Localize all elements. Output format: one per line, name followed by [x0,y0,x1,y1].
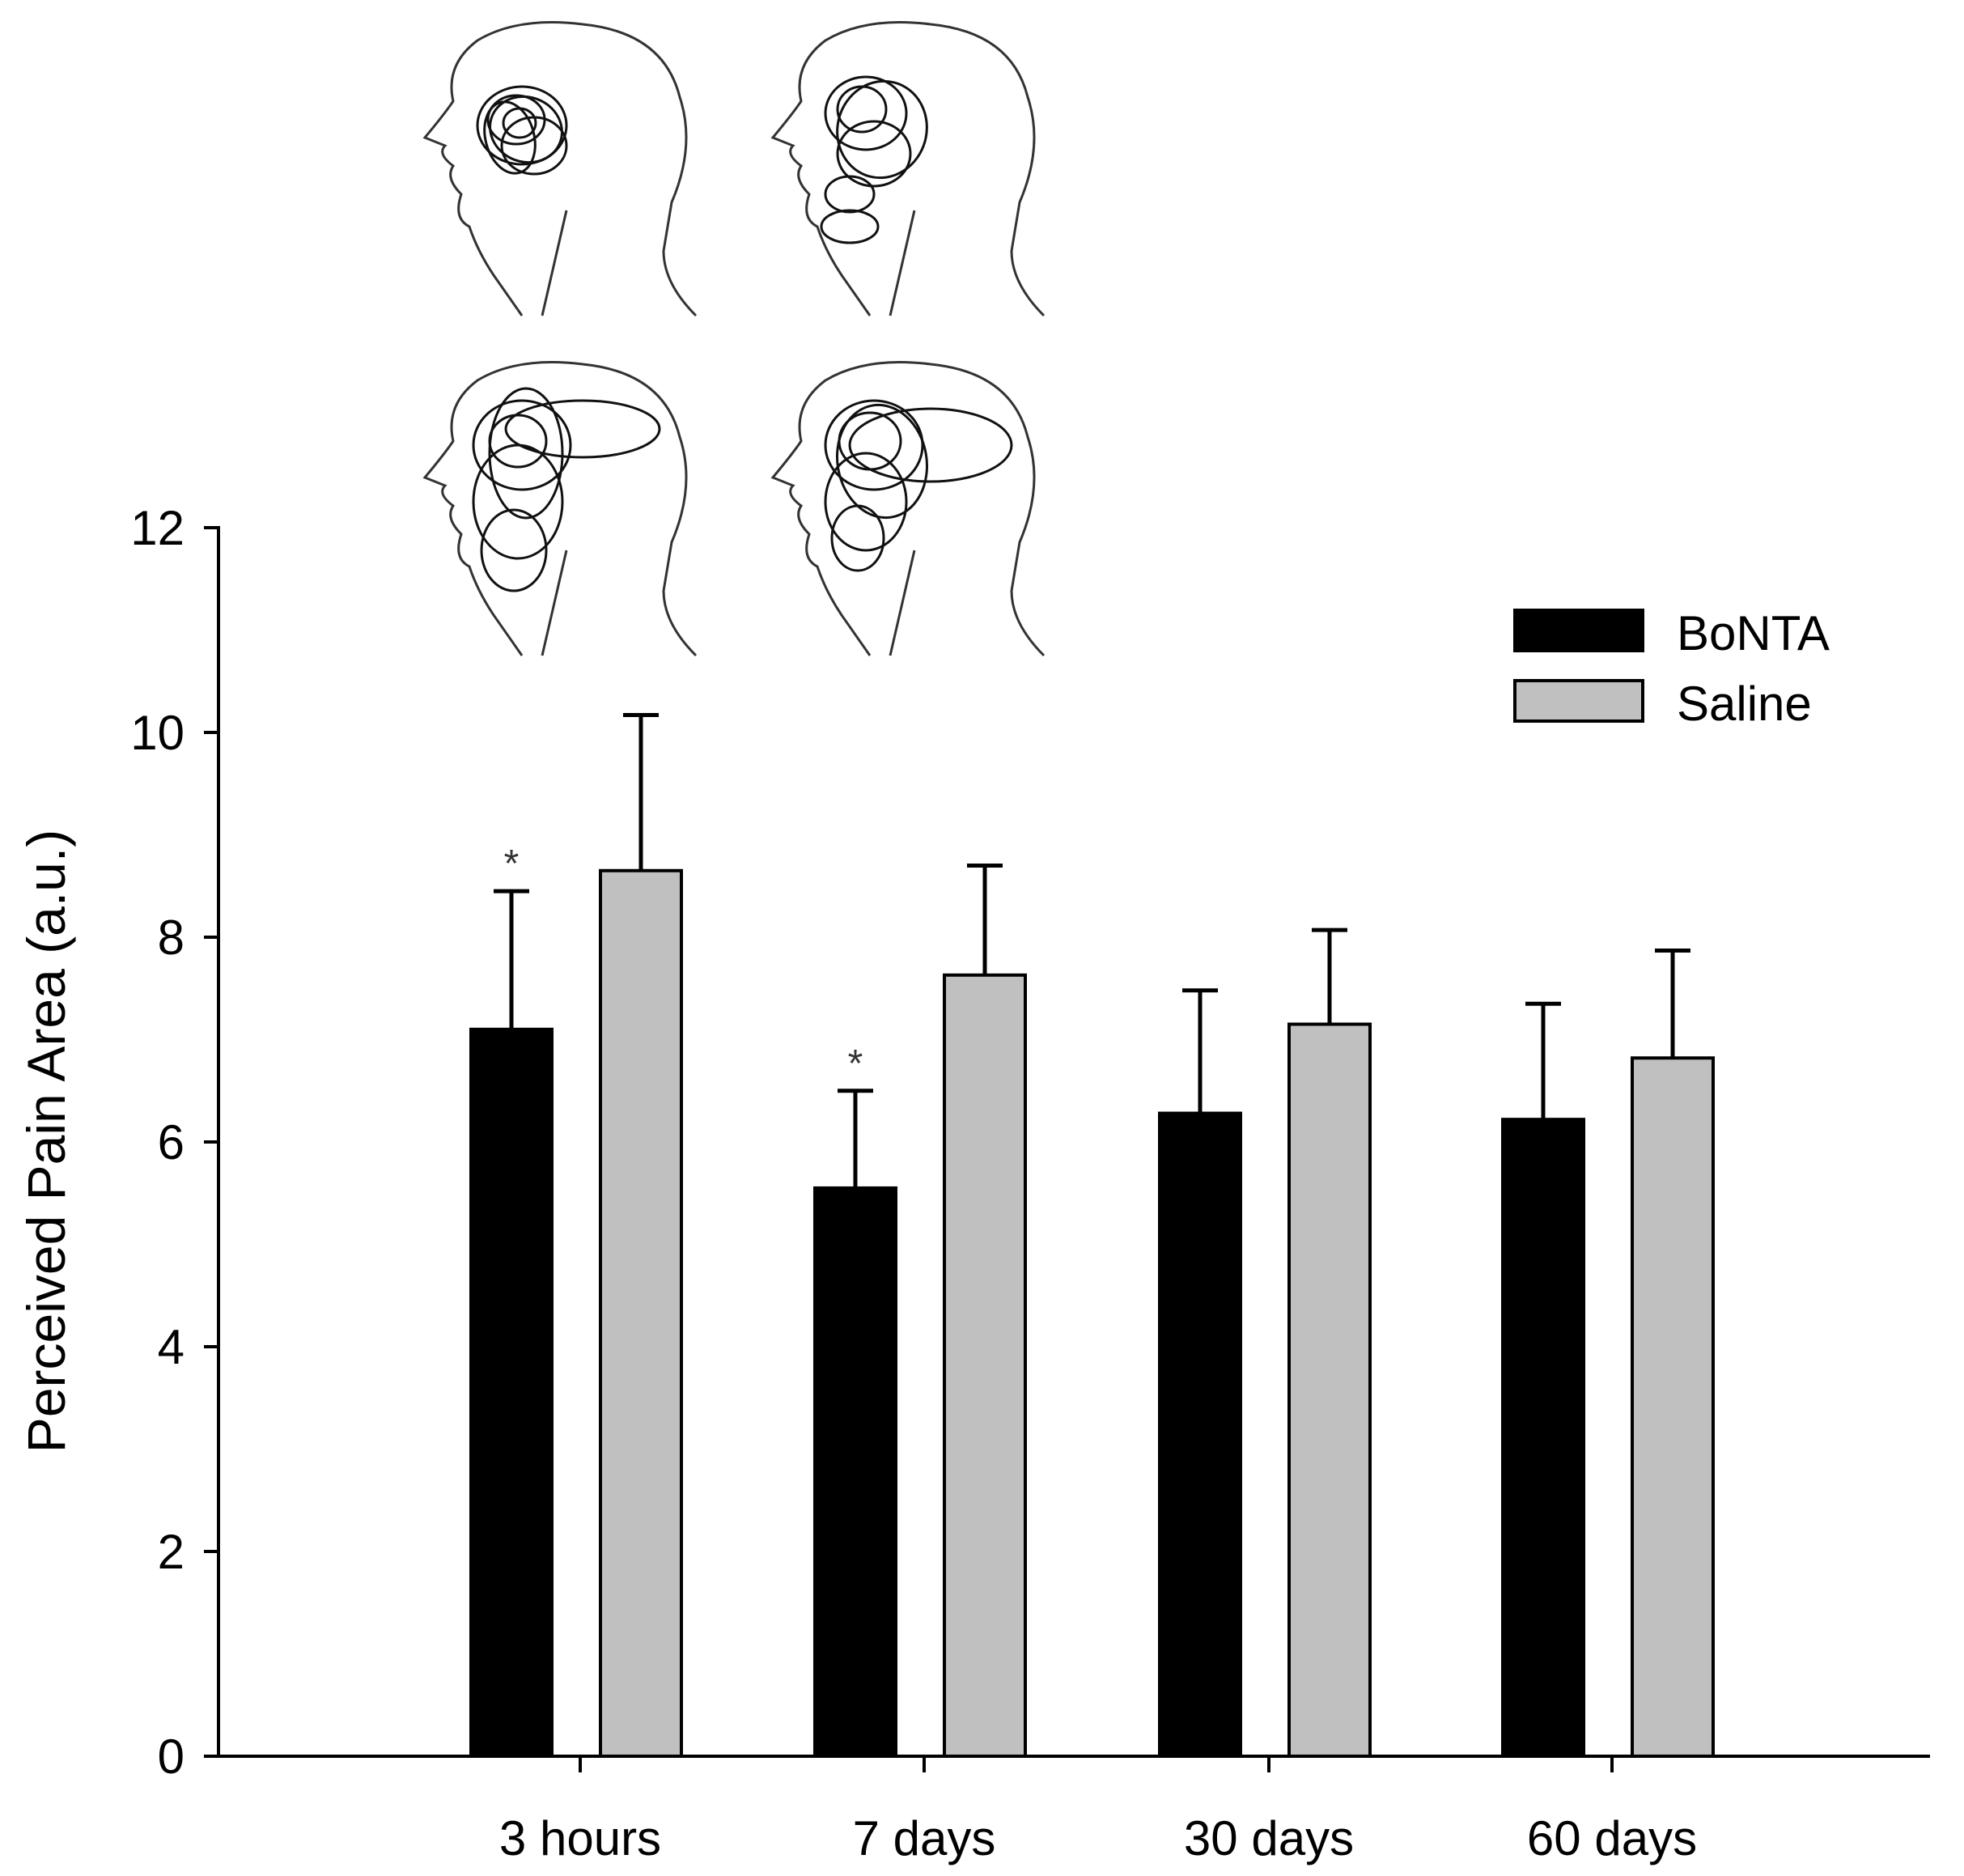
y-tick-label-0: 0 [158,1730,185,1784]
significance-marker-bonta-1: * [848,1042,863,1085]
x-tick-label-3: 60 days [1527,1811,1697,1865]
bar-saline-2 [1287,1022,1372,1758]
x-tick-label-0: 3 hours [499,1811,661,1865]
bar-saline-1 [943,973,1027,1759]
y-tick-label-6: 6 [158,1115,185,1169]
y-tick-label-2: 2 [158,1525,185,1579]
significance-marker-bonta-0: * [504,843,520,885]
y-tick-label-4: 4 [158,1320,185,1374]
bar-bonta-3 [1501,1118,1585,1759]
x-tick-label-2: 30 days [1184,1811,1354,1865]
legend-label-bontA: BoNTA [1677,606,1830,660]
legend-swatch-saline [1513,679,1644,723]
head-drawing-2 [770,21,1046,317]
y-tick-label-10: 10 [130,706,185,760]
x-axis-ticks: 3 hours 7 days 30 days 60 days [499,1756,1697,1865]
bar-bonta-1 [813,1186,897,1759]
bar-saline-0 [599,868,683,1758]
y-axis-title: Perceived Pain Area (a.u.) [16,830,76,1453]
x-tick-label-1: 7 days [853,1811,996,1865]
head-drawing-4 [770,361,1046,657]
bars: ** [469,712,1715,1759]
legend-swatch-bontA [1513,609,1644,652]
legend: BoNTA Saline [1513,606,1830,731]
y-tick-label-12: 12 [130,501,185,555]
head-drawing-3 [422,361,698,657]
head-drawings [422,21,1046,657]
bar-bonta-0 [469,1027,554,1758]
y-axis-ticks: 0 2 4 6 8 10 12 [130,501,218,1784]
bar-saline-3 [1631,1056,1715,1758]
bar-bonta-2 [1158,1111,1242,1758]
y-tick-label-8: 8 [158,910,185,965]
legend-label-saline: Saline [1677,677,1812,731]
head-drawing-1 [422,21,698,317]
